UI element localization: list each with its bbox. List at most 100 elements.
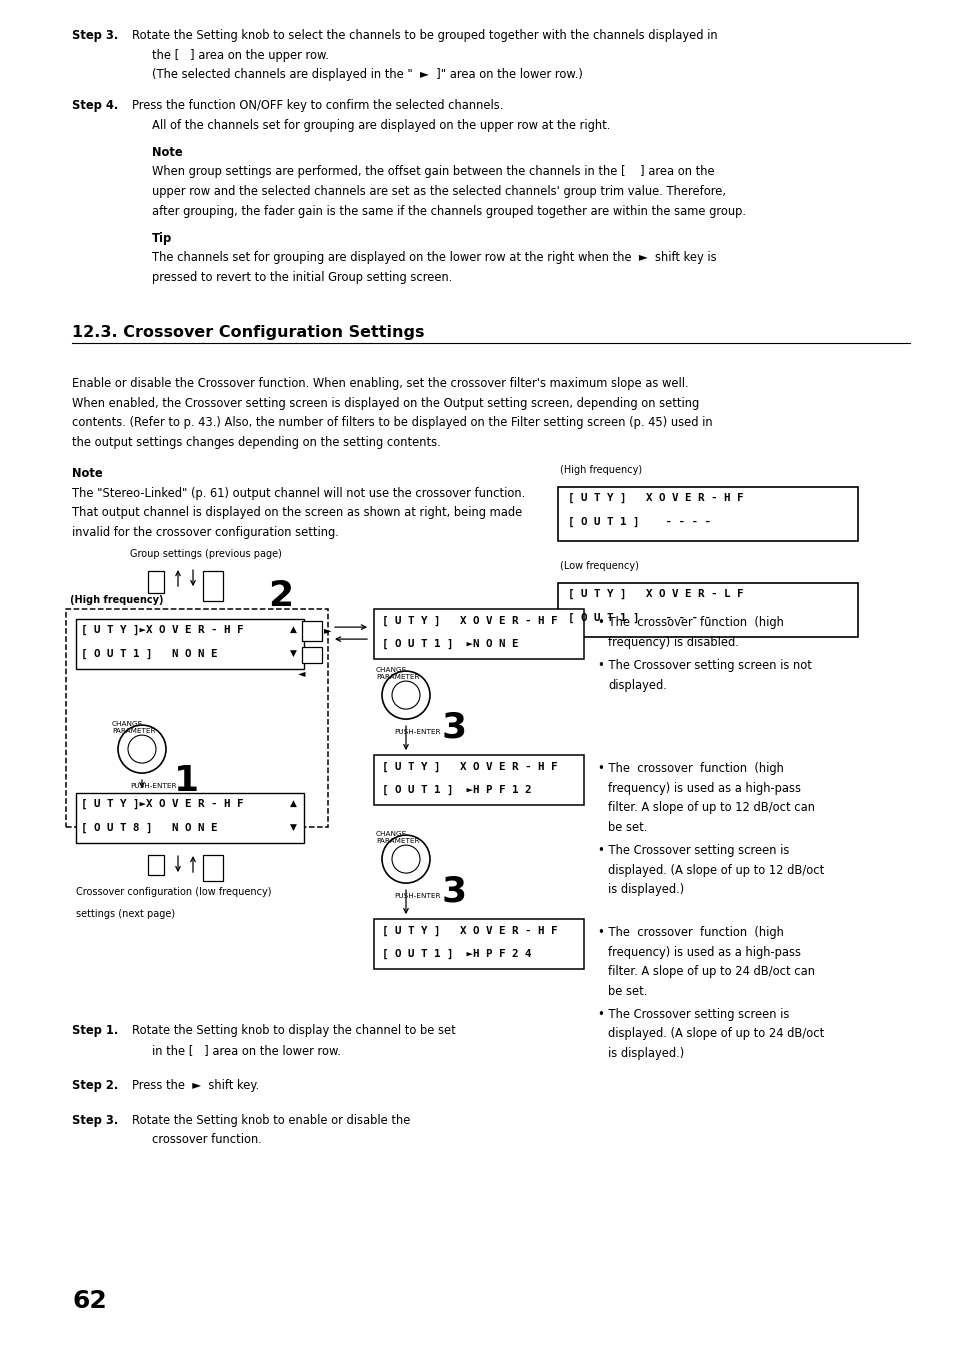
Text: PUSH-ENTER: PUSH-ENTER (130, 784, 176, 789)
Text: frequency) is used as a high-pass: frequency) is used as a high-pass (607, 946, 801, 959)
Text: • The  crossover  function  (high: • The crossover function (high (598, 925, 783, 939)
Text: Step 1.: Step 1. (71, 1024, 118, 1038)
Bar (302, 647, 322, 663)
Text: [ U T Y ]   X O V E R - H F: [ U T Y ] X O V E R - H F (567, 493, 742, 504)
Text: CHANGE
PARAMETER: CHANGE PARAMETER (375, 831, 419, 844)
Bar (76, 793, 304, 843)
Text: (High frequency): (High frequency) (559, 465, 641, 476)
Text: Note: Note (71, 467, 103, 480)
Text: PUSH-ENTER: PUSH-ENTER (394, 893, 440, 900)
Text: invalid for the crossover configuration setting.: invalid for the crossover configuration … (71, 526, 338, 539)
Text: [ O U T 8 ]   N O N E: [ O U T 8 ] N O N E (81, 823, 217, 834)
Bar (76, 619, 304, 669)
Text: (High frequency): (High frequency) (70, 594, 163, 605)
Bar (302, 621, 322, 642)
Text: the output settings changes depending on the setting contents.: the output settings changes depending on… (71, 436, 440, 449)
Text: is displayed.): is displayed.) (607, 1047, 683, 1061)
Text: crossover function.: crossover function. (152, 1133, 262, 1146)
Text: [ U T Y ]►X O V E R - H F: [ U T Y ]►X O V E R - H F (81, 626, 243, 635)
Text: be set.: be set. (607, 985, 647, 997)
Text: Rotate the Setting knob to enable or disable the: Rotate the Setting knob to enable or dis… (132, 1113, 410, 1127)
Text: 3: 3 (441, 711, 467, 744)
Text: displayed.: displayed. (607, 678, 666, 692)
Text: ◄: ◄ (297, 669, 305, 678)
Text: All of the channels set for grouping are displayed on the upper row at the right: All of the channels set for grouping are… (152, 119, 610, 131)
Text: is displayed.): is displayed.) (607, 884, 683, 896)
Text: Rotate the Setting knob to select the channels to be grouped together with the c: Rotate the Setting knob to select the ch… (132, 28, 717, 42)
Text: • The  crossover  function  (high: • The crossover function (high (598, 762, 783, 775)
Text: • The Crossover setting screen is: • The Crossover setting screen is (598, 1008, 788, 1021)
Text: The channels set for grouping are displayed on the lower row at the right when t: The channels set for grouping are displa… (152, 251, 716, 265)
Text: Note: Note (152, 146, 182, 159)
Text: Rotate the Setting knob to display the channel to be set: Rotate the Setting knob to display the c… (132, 1024, 456, 1038)
Text: Group settings (previous page): Group settings (previous page) (130, 549, 281, 559)
Text: When enabled, the Crossover setting screen is displayed on the Output setting sc: When enabled, the Crossover setting scre… (71, 397, 699, 409)
Text: ▼: ▼ (290, 823, 296, 832)
Text: [ O U T 1 ]    - - - -: [ O U T 1 ] - - - - (567, 613, 710, 623)
Text: after grouping, the fader gain is the same if the channels grouped together are : after grouping, the fader gain is the sa… (152, 204, 745, 218)
Text: [ U T Y ]   X O V E R - L F: [ U T Y ] X O V E R - L F (567, 589, 742, 600)
Text: (The selected channels are displayed in the "  ►  ]" area on the lower row.): (The selected channels are displayed in … (152, 68, 582, 81)
Bar (558, 488, 857, 542)
Bar (203, 855, 223, 881)
Text: When group settings are performed, the offset gain between the channels in the [: When group settings are performed, the o… (152, 166, 714, 178)
Text: displayed. (A slope of up to 24 dB/oct: displayed. (A slope of up to 24 dB/oct (607, 1028, 823, 1040)
Text: PUSH-ENTER: PUSH-ENTER (394, 730, 440, 735)
Text: Step 3.: Step 3. (71, 28, 118, 42)
Bar (374, 609, 583, 659)
Text: ▲: ▲ (290, 798, 296, 808)
Text: displayed. (A slope of up to 12 dB/oct: displayed. (A slope of up to 12 dB/oct (607, 863, 823, 877)
Text: settings (next page): settings (next page) (76, 909, 175, 919)
Text: 62: 62 (71, 1289, 107, 1313)
Bar (203, 571, 223, 601)
Text: filter. A slope of up to 12 dB/oct can: filter. A slope of up to 12 dB/oct can (607, 801, 814, 815)
Text: [ U T Y ]►X O V E R - H F: [ U T Y ]►X O V E R - H F (81, 798, 243, 809)
Text: contents. (Refer to p. 43.) Also, the number of filters to be displayed on the F: contents. (Refer to p. 43.) Also, the nu… (71, 416, 712, 430)
Bar (558, 584, 857, 638)
Text: CHANGE
PARAMETER: CHANGE PARAMETER (112, 721, 155, 734)
Text: 3: 3 (441, 874, 467, 908)
Text: [ U T Y ]   X O V E R - H F: [ U T Y ] X O V E R - H F (381, 616, 557, 627)
Bar (148, 855, 164, 875)
Text: The "Stereo-Linked" (p. 61) output channel will not use the crossover function.: The "Stereo-Linked" (p. 61) output chann… (71, 486, 525, 500)
Text: be set.: be set. (607, 820, 647, 834)
Text: in the [   ] area on the lower row.: in the [ ] area on the lower row. (152, 1043, 340, 1056)
Text: 2: 2 (268, 580, 293, 613)
Text: Press the  ►  shift key.: Press the ► shift key. (132, 1078, 259, 1092)
Text: [ O U T 1 ]  ►H P F 1 2: [ O U T 1 ] ►H P F 1 2 (381, 785, 531, 796)
Text: ▼: ▼ (290, 648, 296, 658)
Bar (148, 571, 164, 593)
Text: pressed to revert to the initial Group setting screen.: pressed to revert to the initial Group s… (152, 270, 452, 284)
Bar (374, 755, 583, 805)
Text: 1: 1 (173, 765, 199, 798)
Text: • The Crossover setting screen is: • The Crossover setting screen is (598, 844, 788, 857)
Text: frequency) is disabled.: frequency) is disabled. (607, 635, 739, 648)
Text: [ O U T 1 ]  ►H P F 2 4: [ O U T 1 ] ►H P F 2 4 (381, 950, 531, 959)
Text: [ U T Y ]   X O V E R - H F: [ U T Y ] X O V E R - H F (381, 925, 557, 936)
Text: [ O U T 1 ]    - - - -: [ O U T 1 ] - - - - (567, 517, 710, 527)
Text: ►: ► (324, 626, 331, 635)
Text: Crossover configuration (low frequency): Crossover configuration (low frequency) (76, 888, 272, 897)
Text: 12.3. Crossover Configuration Settings: 12.3. Crossover Configuration Settings (71, 326, 424, 340)
Text: Step 3.: Step 3. (71, 1113, 118, 1127)
Text: the [   ] area on the upper row.: the [ ] area on the upper row. (152, 49, 329, 62)
Text: [ O U T 1 ]  ►N O N E: [ O U T 1 ] ►N O N E (381, 639, 518, 650)
Text: Enable or disable the Crossover function. When enabling, set the crossover filte: Enable or disable the Crossover function… (71, 377, 688, 390)
Text: filter. A slope of up to 24 dB/oct can: filter. A slope of up to 24 dB/oct can (607, 965, 814, 978)
Text: • The Crossover setting screen is not: • The Crossover setting screen is not (598, 659, 811, 671)
Text: Tip: Tip (152, 232, 172, 245)
Text: Step 4.: Step 4. (71, 99, 118, 112)
Text: [ U T Y ]   X O V E R - H F: [ U T Y ] X O V E R - H F (381, 762, 557, 773)
Bar (374, 919, 583, 969)
Text: Step 2.: Step 2. (71, 1078, 118, 1092)
Text: ▲: ▲ (290, 626, 296, 634)
Bar (66, 609, 328, 827)
Text: CHANGE
PARAMETER: CHANGE PARAMETER (375, 667, 419, 680)
Text: That output channel is displayed on the screen as shown at right, being made: That output channel is displayed on the … (71, 507, 521, 519)
Text: Press the function ON/OFF key to confirm the selected channels.: Press the function ON/OFF key to confirm… (132, 99, 503, 112)
Text: upper row and the selected channels are set as the selected channels' group trim: upper row and the selected channels are … (152, 185, 725, 199)
Text: frequency) is used as a high-pass: frequency) is used as a high-pass (607, 782, 801, 794)
Text: (Low frequency): (Low frequency) (559, 561, 639, 571)
Text: • The  crossover  function  (high: • The crossover function (high (598, 616, 783, 630)
Text: [ O U T 1 ]   N O N E: [ O U T 1 ] N O N E (81, 648, 217, 659)
